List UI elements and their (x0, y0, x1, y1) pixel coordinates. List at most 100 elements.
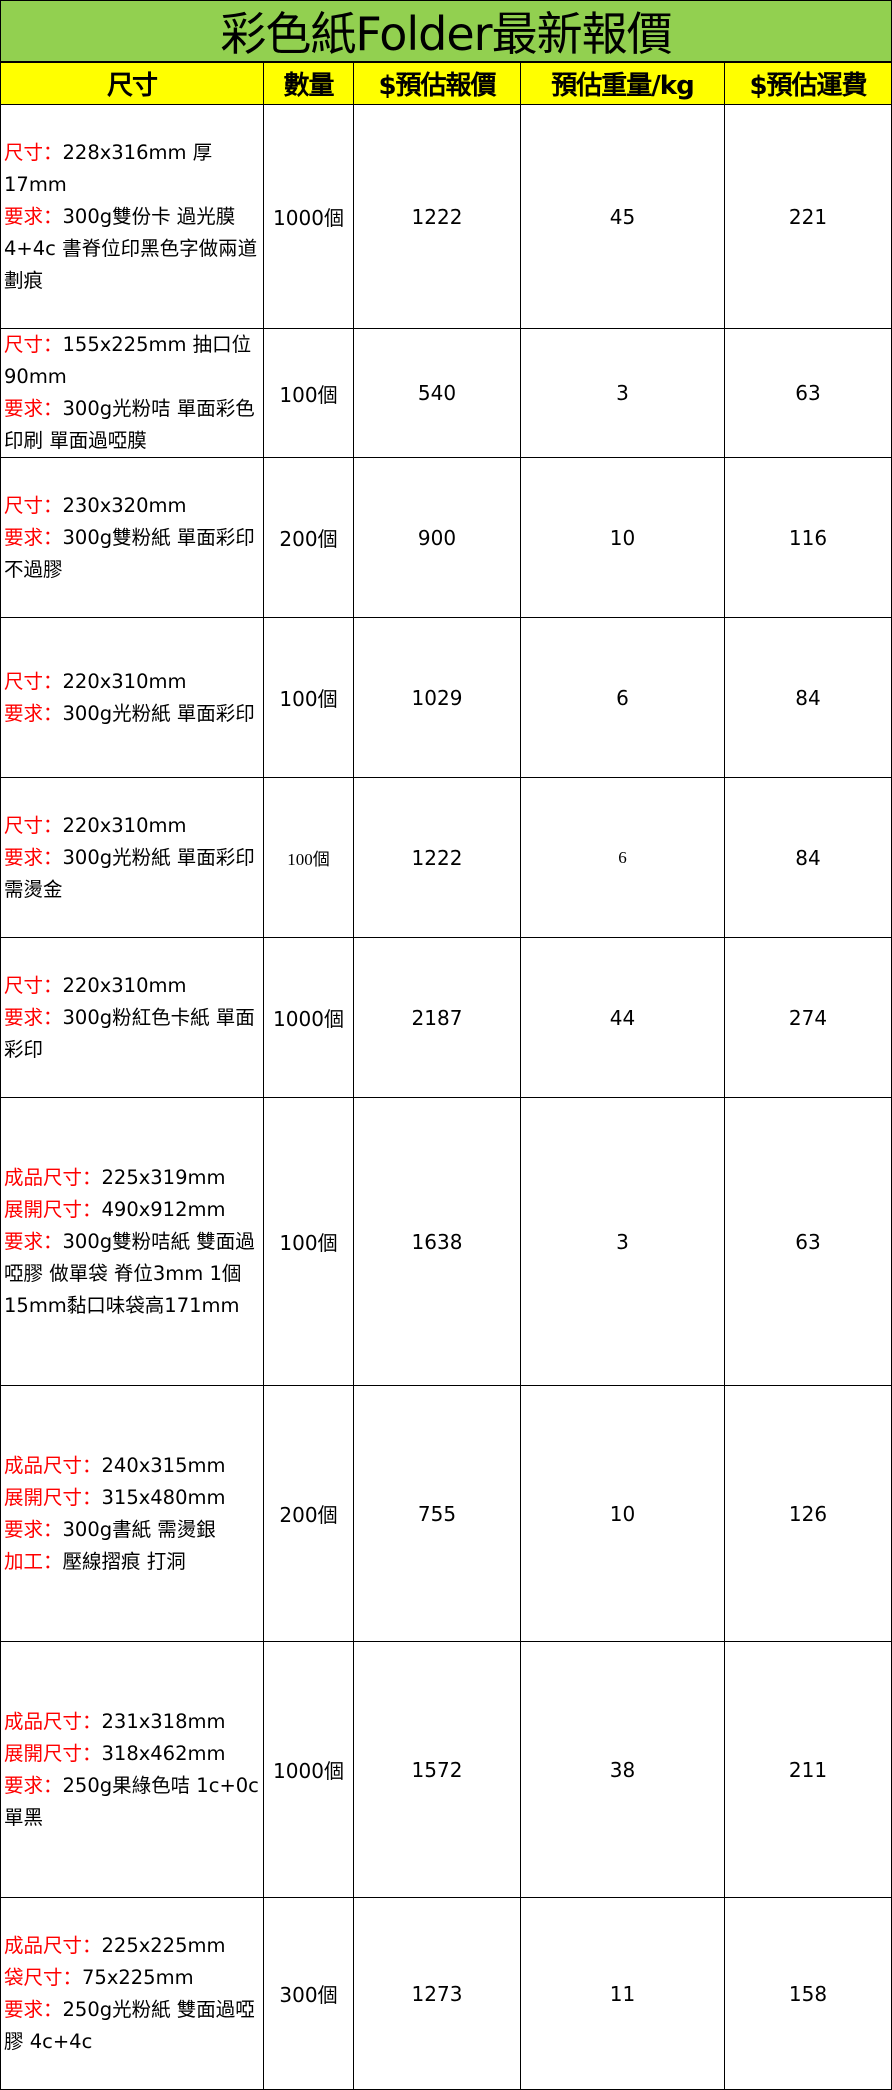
spec-label: 要求： (4, 204, 63, 228)
spec-label: 成品尺寸： (4, 1709, 102, 1733)
spec-cell: 尺寸：220x310mm 要求：300g光粉紙 單面彩印 需燙金 (0, 777, 264, 938)
shipping-cell: 158 (724, 1897, 892, 2090)
quantity-cell: 100個 (263, 1097, 354, 1386)
weight-cell: 3 (520, 328, 725, 458)
spec-line: 成品尺寸：240x315mm (4, 1450, 260, 1482)
spec-label: 展開尺寸： (4, 1197, 102, 1221)
weight-cell: 38 (520, 1641, 725, 1898)
weight-cell: 3 (520, 1097, 725, 1386)
shipping-cell: 221 (724, 104, 892, 329)
price-cell: 900 (353, 457, 521, 618)
shipping-cell: 84 (724, 617, 892, 778)
shipping-cell: 84 (724, 777, 892, 938)
weight-cell: 6 (520, 777, 725, 938)
spec-cell: 尺寸：220x310mm 要求：300g光粉紙 單面彩印 (0, 617, 264, 778)
weight-cell: 6 (520, 617, 725, 778)
spec-value: 230x320mm (62, 493, 187, 517)
spec-value: 228x316mm 厚17mm (4, 140, 213, 196)
quantity-cell: 1000個 (263, 104, 354, 329)
spec-label: 要求： (4, 525, 63, 549)
spec-value: 300g光粉紙 單面彩印 需燙金 (4, 845, 255, 901)
spec-value: 240x315mm (101, 1453, 226, 1477)
spec-cell: 成品尺寸：225x319mm 展開尺寸：490x912mm 要求：300g雙粉咭紙 … (0, 1097, 264, 1386)
table-row: 尺寸：228x316mm 厚17mm 要求：300g雙份卡 過光膜4+4c 書脊位… (0, 104, 892, 329)
spec-value: 300g雙粉紙 單面彩印 不過膠 (4, 525, 255, 581)
spec-line: 要求：300g雙粉紙 單面彩印 不過膠 (4, 522, 260, 586)
shipping-cell: 63 (724, 1097, 892, 1386)
quantity-cell: 1000個 (263, 937, 354, 1098)
spec-value: 300g雙粉咭紙 雙面過啞膠 做單袋 脊位3mm 1個15mm黏口味袋高171m… (4, 1229, 255, 1317)
spec-cell: 尺寸：155x225mm 抽口位90mm 要求：300g光粉咭 單面彩色印刷 單面… (0, 328, 264, 458)
price-cell: 1273 (353, 1897, 521, 2090)
spec-label: 展開尺寸： (4, 1485, 102, 1509)
weight-cell: 11 (520, 1897, 725, 2090)
header-quantity: 數量 (263, 62, 354, 105)
spec-value: 155x225mm 抽口位90mm (4, 333, 252, 388)
spec-value: 250g果綠色咭 1c+0c單黑 (4, 1773, 259, 1829)
spec-label: 尺寸： (4, 140, 63, 164)
spec-value: 220x310mm (62, 813, 187, 837)
spec-line: 尺寸：230x320mm (4, 490, 260, 522)
weight-cell: 10 (520, 1385, 725, 1642)
spec-line: 要求：300g光粉紙 單面彩印 (4, 698, 260, 730)
price-cell: 1222 (353, 777, 521, 938)
shipping-cell: 116 (724, 457, 892, 618)
quantity-cell: 100個 (263, 617, 354, 778)
spec-label: 要求： (4, 1005, 63, 1029)
spec-line: 要求：300g粉紅色卡紙 單面彩印 (4, 1002, 260, 1066)
header-price: $預估報價 (353, 62, 521, 105)
table-row: 尺寸：220x310mm 要求：300g光粉紙 單面彩印 100個 1029 6 84 (0, 617, 892, 778)
spec-label: 要求： (4, 845, 63, 869)
spec-line: 尺寸：220x310mm (4, 666, 260, 698)
spec-value: 220x310mm (62, 669, 187, 693)
spec-value: 300g光粉紙 單面彩印 (62, 701, 255, 725)
table-row: 成品尺寸：225x225mm 袋尺寸：75x225mm 要求：250g光粉紙 雙面過… (0, 1897, 892, 2090)
spec-label: 尺寸： (4, 813, 63, 837)
spec-label: 成品尺寸： (4, 1165, 102, 1189)
quantity-cell: 200個 (263, 1385, 354, 1642)
spec-line: 成品尺寸：225x319mm (4, 1162, 260, 1194)
spec-line: 要求：300g光粉咭 單面彩色印刷 單面過啞膜 (4, 393, 260, 457)
header-size: 尺寸 (0, 62, 264, 105)
spec-value: 220x310mm (62, 973, 187, 997)
table-row: 尺寸：220x310mm 要求：300g光粉紙 單面彩印 需燙金 100個 1222 6… (0, 777, 892, 938)
table-row: 成品尺寸：231x318mm 展開尺寸：318x462mm 要求：250g果綠色咭 … (0, 1641, 892, 1898)
spec-label: 要求： (4, 1229, 63, 1253)
spec-line: 尺寸：220x310mm (4, 810, 260, 842)
price-cell: 1029 (353, 617, 521, 778)
quantity-cell: 100個 (263, 328, 354, 458)
spec-line: 尺寸：220x310mm (4, 970, 260, 1002)
spec-line: 展開尺寸：315x480mm (4, 1482, 260, 1514)
spec-value: 225x319mm (101, 1165, 226, 1189)
spec-label: 袋尺寸： (4, 1965, 83, 1989)
table-row: 尺寸：220x310mm 要求：300g粉紅色卡紙 單面彩印 1000個 2187 44… (0, 937, 892, 1098)
spec-line: 要求：250g光粉紙 雙面過啞膠 4c+4c (4, 1994, 260, 2058)
table-row: 成品尺寸：240x315mm 展開尺寸：315x480mm 要求：300g書紙 需燙… (0, 1385, 892, 1642)
spec-label: 要求： (4, 701, 63, 725)
shipping-cell: 211 (724, 1641, 892, 1898)
spec-value: 490x912mm (101, 1197, 226, 1221)
spec-value: 315x480mm (101, 1485, 226, 1509)
spec-value: 250g光粉紙 雙面過啞膠 4c+4c (4, 1997, 255, 2053)
spec-value: 225x225mm (101, 1933, 226, 1957)
spec-label: 要求： (4, 397, 63, 420)
table-row: 尺寸：155x225mm 抽口位90mm 要求：300g光粉咭 單面彩色印刷 單面… (0, 328, 892, 458)
spec-label: 尺寸： (4, 669, 63, 693)
spec-line: 袋尺寸：75x225mm (4, 1962, 260, 1994)
spec-label: 尺寸： (4, 493, 63, 517)
price-cell: 1572 (353, 1641, 521, 1898)
spec-line: 要求：300g光粉紙 單面彩印 需燙金 (4, 842, 260, 906)
spec-line: 展開尺寸：490x912mm (4, 1194, 260, 1226)
spec-value: 300g書紙 需燙銀 (62, 1517, 216, 1541)
spec-line: 尺寸：228x316mm 厚17mm (4, 137, 260, 201)
price-cell: 1222 (353, 104, 521, 329)
spec-value: 300g光粉咭 單面彩色印刷 單面過啞膜 (4, 397, 255, 452)
spec-value: 318x462mm (101, 1741, 226, 1765)
spec-cell: 成品尺寸：240x315mm 展開尺寸：315x480mm 要求：300g書紙 需燙… (0, 1385, 264, 1642)
table-row: 成品尺寸：225x319mm 展開尺寸：490x912mm 要求：300g雙粉咭紙 … (0, 1097, 892, 1386)
spec-line: 要求：300g雙粉咭紙 雙面過啞膠 做單袋 脊位3mm 1個15mm黏口味袋高1… (4, 1226, 260, 1322)
spec-value: 300g粉紅色卡紙 單面彩印 (4, 1005, 255, 1061)
spec-value: 壓線摺痕 打洞 (62, 1549, 186, 1573)
shipping-cell: 63 (724, 328, 892, 458)
spec-line: 要求：300g雙份卡 過光膜4+4c 書脊位印黑色字做兩道劃痕 (4, 201, 260, 297)
